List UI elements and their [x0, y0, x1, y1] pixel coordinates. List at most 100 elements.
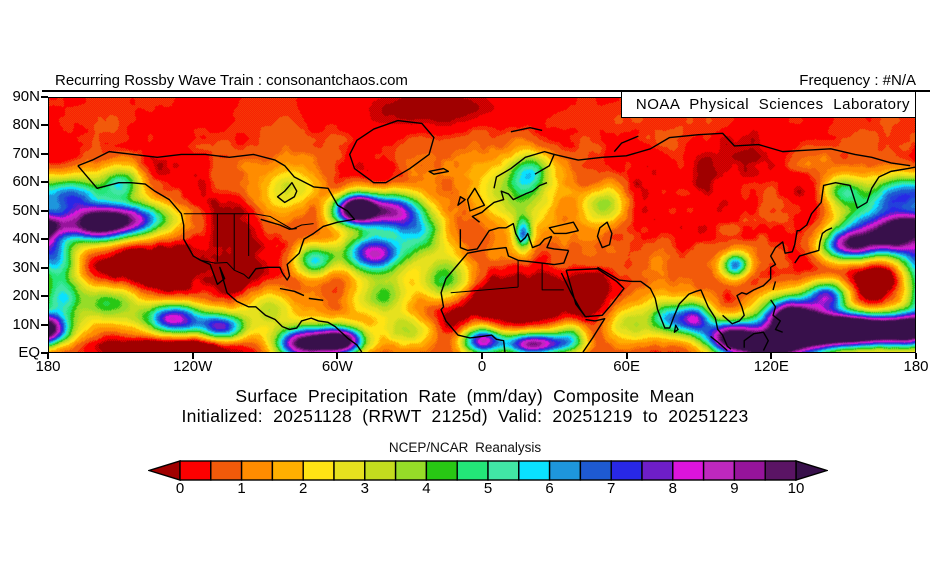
colorbar-segment — [641, 460, 674, 481]
lon-tick-label: 60E — [613, 358, 641, 375]
coastline-path — [771, 228, 832, 332]
lon-tick — [770, 353, 773, 359]
lon-tick-label: 180 — [35, 358, 61, 375]
header-left-label: Recurring Rossby Wave Train : consonantc… — [55, 72, 408, 89]
colorbar-segment — [764, 460, 797, 481]
lat-tick — [41, 209, 48, 212]
coastline-path — [350, 121, 434, 183]
colorbar-tick-label: 10 — [787, 480, 805, 497]
coastline-path — [674, 325, 768, 350]
lat-tick-label: 50N — [12, 201, 40, 219]
colorbar-arrow — [146, 460, 181, 481]
noaa-banner: NOAA Physical Sciences Laboratory — [620, 92, 916, 118]
colorbar-segment — [240, 460, 274, 481]
colorbar-svg — [146, 460, 830, 481]
lon-tick-label: 60W — [321, 358, 353, 375]
lat-tick — [41, 152, 48, 155]
colorbar-tick-label: 1 — [237, 480, 246, 497]
colorbar-segment — [518, 460, 551, 481]
border-path — [201, 260, 249, 278]
colorbar-segment — [702, 460, 736, 481]
lon-tick-label: 180 — [903, 358, 929, 375]
colorbar-segment — [548, 460, 582, 481]
lon-tick-label: 120W — [173, 358, 213, 375]
data-source-label: NCEP/NCAR Reanalysis — [388, 440, 542, 455]
lon-tick-label: 0 — [477, 358, 487, 375]
lon-tick-label: 120E — [753, 358, 789, 375]
lat-tick — [41, 181, 48, 184]
header-frequency-label: Frequency : #N/A — [799, 72, 916, 89]
lat-tick — [41, 124, 48, 127]
colorbar — [146, 460, 830, 482]
colorbar-tick-label: 7 — [607, 480, 616, 497]
lat-tick — [41, 295, 48, 298]
coastline-path — [458, 188, 484, 211]
coastline-path — [278, 183, 297, 203]
colorbar-tick-label: 9 — [730, 480, 739, 497]
lon-tick — [915, 353, 917, 359]
colorbar-segment — [210, 460, 243, 481]
colorbar-segment — [456, 460, 489, 481]
lat-tick — [41, 352, 48, 354]
coastline-path — [78, 166, 362, 352]
coastlines-overlay — [49, 98, 915, 352]
coastline-path — [78, 152, 355, 280]
colorbar-segment — [333, 460, 366, 481]
map-subtitle: Initialized: 20251128 (RRWT 2125d) Valid… — [181, 406, 749, 426]
noaa-banner-label: NOAA Physical Sciences Laboratory — [635, 96, 910, 113]
colorbar-tick-label: 5 — [483, 480, 493, 497]
lat-tick — [41, 96, 48, 98]
colorbar-segment — [487, 460, 520, 481]
colorbar-segment — [610, 460, 643, 481]
lat-tick-label: 90N — [12, 88, 40, 105]
colorbar-segment — [425, 460, 458, 481]
colorbar-segment — [733, 460, 766, 481]
lon-tick — [191, 353, 194, 359]
coastline-path — [723, 167, 915, 324]
colorbar-segment — [364, 460, 397, 481]
lon-tick — [625, 353, 628, 359]
coastline-path — [549, 222, 612, 247]
lat-tick-label: 10N — [12, 315, 40, 333]
map-title: Surface Precipitation Rate (mm/day) Comp… — [235, 386, 695, 406]
colorbar-segment — [302, 460, 335, 481]
lat-tick — [41, 323, 48, 326]
precip-field-canvas — [49, 98, 915, 352]
lat-tick — [41, 266, 48, 269]
colorbar-segment — [579, 460, 612, 481]
colorbar-ticks: 0 1 2 3 4 5 6 7 8 9 10 — [0, 480, 930, 498]
colorbar-tick-label: 0 — [175, 480, 185, 497]
colorbar-segment — [394, 460, 428, 481]
lat-tick-label: EQ — [18, 344, 40, 361]
lon-tick — [481, 353, 483, 359]
coastline-path — [511, 128, 910, 166]
coastline-path — [460, 224, 551, 251]
colorbar-tick-label: 6 — [545, 480, 554, 497]
lat-tick — [41, 238, 48, 241]
colorbar-arrow — [795, 460, 830, 481]
lat-tick-label: 60N — [12, 173, 40, 191]
lat-tick-label: 40N — [12, 230, 40, 248]
colorbar-tick-label: 4 — [422, 480, 431, 497]
colorbar-segment — [672, 460, 705, 481]
colorbar-segment — [179, 460, 212, 481]
colorbar-tick-label: 8 — [668, 480, 677, 497]
lon-tick — [336, 353, 339, 359]
border-path — [451, 260, 564, 292]
colorbar-segment — [271, 460, 304, 481]
border-path — [184, 214, 314, 230]
border-path — [217, 214, 248, 270]
coastline-path — [472, 152, 554, 223]
coastline-path — [261, 219, 297, 229]
colorbar-tick-label: 2 — [299, 480, 308, 497]
lat-tick-label: 30N — [12, 258, 40, 276]
colorbar-tick-label: 3 — [360, 480, 369, 497]
coastline-path — [429, 169, 448, 175]
lat-tick-label: 80N — [12, 116, 40, 134]
coastline-path — [441, 236, 568, 352]
header-rule — [42, 90, 930, 92]
coastline-path — [561, 269, 624, 352]
lat-tick-label: 70N — [12, 144, 40, 162]
coastline-path — [597, 267, 731, 349]
